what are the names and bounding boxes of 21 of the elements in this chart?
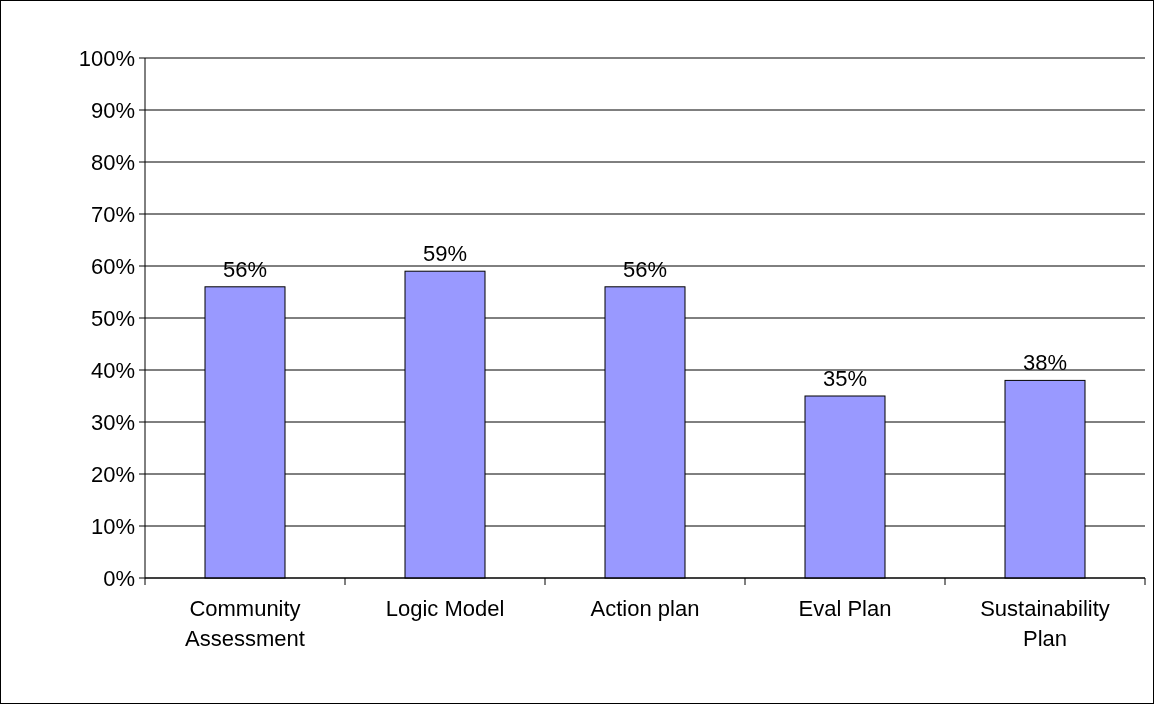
y-tick-label: 20% [90,461,135,487]
y-tick-label: 100% [78,45,135,71]
data-label: 56% [222,256,268,282]
data-label: 59% [422,241,468,267]
y-tick-label: 60% [90,253,135,279]
data-label: 38% [1022,350,1068,376]
y-tick-label: 30% [90,409,135,435]
data-label: 56% [622,256,668,282]
x-tick-label: Eval Plan [798,596,892,621]
data-label: 35% [822,366,868,391]
y-tick-label: 50% [90,305,135,331]
y-tick-label: 10% [90,513,135,539]
x-tick-label: Logic Model [385,596,505,621]
y-tick-label: 40% [90,357,135,383]
x-tick-label: Sustainability Plan [980,596,1110,651]
y-tick-label: 90% [90,97,135,123]
x-tick-label: Community Assessment [185,596,305,651]
y-tick-label: 80% [90,149,135,175]
y-tick-label: 70% [90,201,135,227]
y-tick-label: 0% [103,565,135,591]
x-tick-label: Action plan [590,596,700,621]
